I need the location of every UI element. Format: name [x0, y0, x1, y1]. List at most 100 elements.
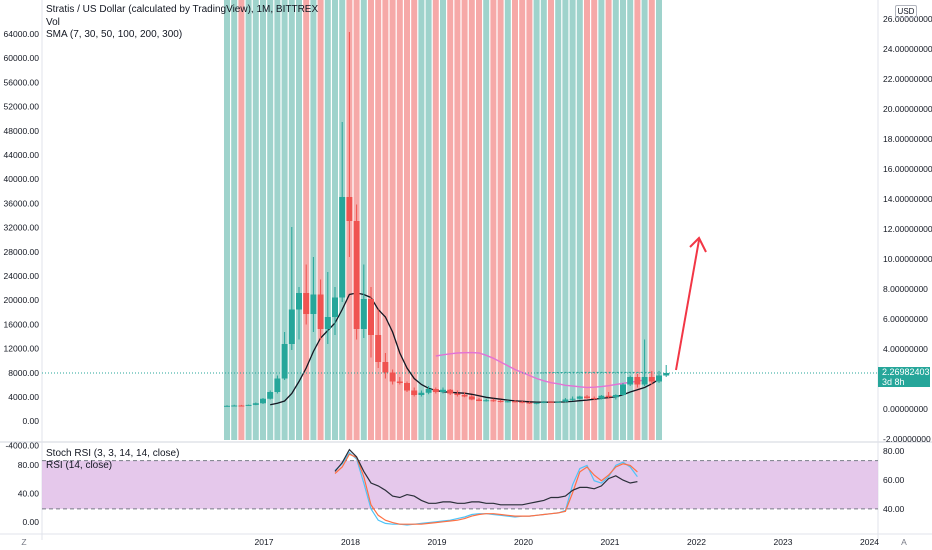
volume-bar [591, 0, 598, 440]
candle-body [656, 375, 662, 382]
volume-bar [497, 0, 504, 440]
price-axis-tick: 24.00000000 [883, 44, 932, 54]
volume-bar [612, 0, 619, 440]
candle-body [317, 294, 324, 329]
price-axis-tick: 6.00000000 [883, 314, 928, 324]
candle-body [339, 197, 346, 298]
bar-countdown: 3d 8h [882, 377, 905, 387]
volume-bar [274, 0, 281, 440]
sma-legend: SMA (7, 30, 50, 100, 200, 300) [46, 29, 183, 40]
volume-bar [368, 0, 374, 440]
volume-bar [598, 0, 605, 440]
candle-body [346, 197, 353, 221]
rsi-legend: RSI (14, close) [46, 460, 113, 471]
candle-body [584, 396, 590, 398]
candle-body [245, 404, 252, 406]
currency-badge[interactable]: USD [895, 5, 917, 18]
candle-body [598, 395, 605, 399]
volume-bar [389, 0, 396, 440]
volume-bar [288, 0, 295, 440]
price-axis-tick: 12.00000000 [883, 224, 932, 234]
candle-body [296, 293, 302, 310]
volume-bar [576, 0, 583, 441]
last-price-tag: 2.26982403 3d 8h [878, 367, 930, 387]
candle-body [252, 403, 259, 405]
volume-bar [224, 0, 230, 441]
volume-bar [360, 0, 367, 440]
volume-axis-tick: 48000.00 [4, 126, 40, 136]
candle-body [476, 399, 482, 401]
candle-body [404, 383, 410, 391]
volume-bar [555, 0, 562, 441]
volume-axis-tick: 64000.00 [4, 29, 40, 39]
auto-scale-label: A [901, 537, 907, 547]
volume-bar [425, 0, 432, 441]
price-axis-tick: 0.00000000 [883, 404, 928, 414]
sma-pink-line [435, 351, 645, 389]
volume-bar [332, 0, 338, 440]
candle-body [281, 344, 288, 379]
candle-body [540, 401, 547, 403]
candle-body [562, 399, 569, 402]
candle-body [634, 377, 641, 385]
volume-bar [490, 0, 497, 440]
candle-body [418, 392, 425, 395]
price-axis-tick: 8.00000000 [883, 284, 928, 294]
candle-body [274, 378, 281, 392]
candle-body [461, 395, 468, 397]
last-price-value: 2.26982403 [882, 367, 930, 377]
candle-body [620, 384, 626, 395]
volume-bar [396, 0, 403, 440]
volume-bar [641, 0, 648, 441]
volume-bar [454, 0, 461, 440]
candle-body [324, 317, 331, 329]
candle-body [375, 335, 382, 362]
volume-axis-tick: 40000.00 [4, 174, 40, 184]
volume-axis-tick: 24000.00 [4, 271, 40, 281]
volume-bar [267, 0, 274, 440]
candle-body [332, 297, 338, 317]
rsi-axis-tick: 60.00 [883, 475, 905, 485]
candle-body [288, 309, 295, 344]
candle-body [468, 396, 475, 400]
volume-bar [238, 0, 245, 440]
volume-bar [411, 0, 418, 441]
price-axis-tick: 10.00000000 [883, 254, 932, 264]
volume-bar [461, 0, 468, 440]
volume-axis-tick: 32000.00 [4, 223, 40, 233]
oscillator-band [42, 460, 878, 509]
price-axis-tick: 16.00000000 [883, 164, 932, 174]
stoch-axis-tick: 0.00 [22, 517, 39, 527]
stoch-axis-tick: 80.00 [18, 460, 40, 470]
volume-bar [569, 0, 576, 440]
volume-bar [252, 0, 259, 440]
time-axis-tick: 2023 [774, 537, 793, 547]
time-axis-tick: 2020 [514, 537, 533, 547]
volume-axis-tick: 56000.00 [4, 77, 40, 87]
volume-axis-tick: 52000.00 [4, 102, 40, 112]
volume-bar [519, 0, 526, 440]
candle-body [526, 402, 533, 404]
volume-bar [533, 0, 540, 440]
candle-body [411, 390, 418, 395]
price-axis-tick: 20.00000000 [883, 104, 932, 114]
candle-body [440, 389, 446, 392]
volume-bar [447, 0, 454, 440]
candle-body [576, 396, 583, 399]
arrow-shaft [675, 239, 700, 371]
volume-bar [476, 0, 482, 440]
arrow-head [689, 236, 707, 253]
volume-bar [483, 0, 490, 440]
candle-body [641, 377, 648, 385]
price-axis-tick: 14.00000000 [883, 194, 932, 204]
stoch-d-line [334, 453, 638, 525]
volume-bar [548, 0, 554, 440]
stoch-axis-tick: 40.00 [18, 489, 40, 499]
time-axis-tick: 2017 [255, 537, 274, 547]
volume-bar [540, 0, 547, 440]
volume-axis-tick: 36000.00 [4, 198, 40, 208]
volume-bar [310, 0, 317, 440]
volume-bar [245, 0, 252, 440]
candle-body [368, 299, 374, 335]
